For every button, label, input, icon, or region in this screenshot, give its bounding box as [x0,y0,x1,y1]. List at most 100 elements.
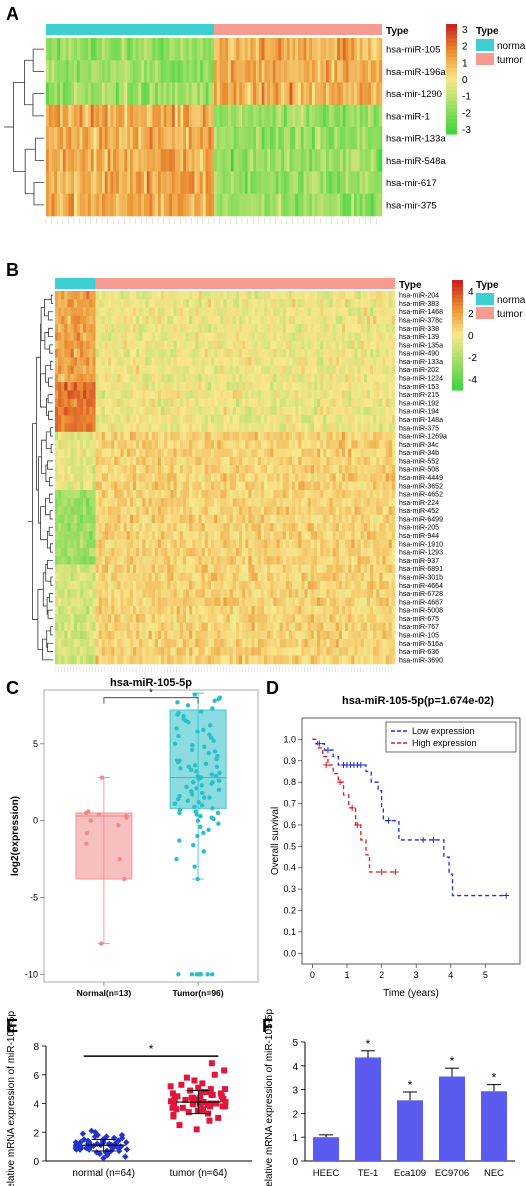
panel-b-heat-cell [83,307,87,317]
panel-b-heat-cell [148,407,152,416]
panel-b-heat-cell [245,531,249,540]
panel-b-heat-cell [214,373,218,383]
panel-b-heat-cell [354,398,358,408]
panel-a-heat-cell [345,171,349,195]
panel-b-heat-cell [204,390,209,400]
panel-a-colorbar-tick: 0 [462,75,468,86]
panel-b-heat-cell [207,581,212,590]
panel-a-heat-cell [76,149,80,172]
panel-b-heat-cell [101,365,106,375]
panel-b-heat-cell [376,498,380,507]
panel-b-heat-cell [108,448,112,458]
panel-b-heat-cell [273,407,277,416]
panel-b-heat-cell [210,581,215,590]
panel-a-heat-cell [359,60,363,83]
panel-a-heat-cell [93,60,97,83]
panel-b-heat-cell [348,556,352,565]
panel-b-heat-cell [136,324,140,333]
panel-a-heat-cell [379,171,383,195]
panel-b-heat-cell [370,556,374,565]
panel-a-heat-cell [205,60,209,83]
panel-b-heat-cell [360,489,365,499]
panel-b-heat-cell [370,365,374,375]
panel-b-heat-cell [192,531,196,540]
panel-a-heat-cell [82,82,86,106]
panel-b-heat-cell [292,382,296,391]
panel-a-heat-cell [359,38,363,61]
panel-b-heat-cell [326,448,330,458]
panel-a-heat-cell [51,82,55,106]
panel-b-heat-cell [192,547,196,557]
panel-b-heat-cell [70,473,75,482]
panel-b-heat-cell [376,506,380,516]
panel-a-heat-cell [141,104,145,128]
panel-b-heat-cell [366,514,371,524]
panel-b-heat-cell [139,473,143,482]
panel-a-heat-cell [261,38,265,61]
panel-a-heat-cell [82,193,86,217]
panel-b-heat-cell [370,531,374,540]
panel-b-heat-cell [270,307,274,317]
panel-a-heat-cell [261,127,265,150]
panel-b-heat-cell [76,431,81,441]
panel-b-heat-cell [338,506,343,516]
panel-a-heat-cell [292,82,296,106]
panel-b-heat-cell [388,299,393,308]
panel-b-heat-cell [179,581,184,590]
panel-b-heat-cell [151,357,156,366]
panel-b-heat-cell [126,448,131,458]
panel-b-heat-cell [382,349,386,358]
panel-b-heat-cell [207,556,212,565]
panel-b-heat-cell [229,506,234,516]
panel-b-heat-cell [173,523,177,532]
panel-b-heat-cell [307,407,312,416]
panel-b-heat-cell [338,531,343,540]
panel-a-heat-cell [376,149,380,172]
panel-b-heat-cell [245,523,249,532]
panel-b-heat-cell [254,481,259,491]
panel-b-heat-cell [307,489,312,499]
panel-b-heat-cell [104,324,109,333]
panel-b-heat-cell [242,398,246,408]
panel-b-heat-cell [345,523,349,532]
panel-b-heat-cell [126,332,131,342]
panel-b-heat-cell [204,514,209,524]
panel-a-dendro-branch [33,182,44,206]
panel-b-heat-cell [257,431,262,441]
panel-b-heat-cell [104,581,109,590]
panel-b-heat-cell [104,448,109,458]
panel-b-heat-cell [370,564,374,574]
panel-b-heat-cell [89,531,93,540]
panel-b-heat-cell [248,498,252,507]
panel-a-heat-cell [202,60,206,83]
panel-b-heat-cell [376,473,380,482]
panel-b-heat-cell [192,506,196,516]
panel-a-heat-cell [286,82,290,106]
panel-b-heat-cell [132,357,137,366]
panel-b-heat-cell [242,357,246,366]
panel-b-heat-cell [351,448,355,458]
panel-a-heat-cell [356,82,360,106]
panel-b-heat-cell [295,498,299,507]
panel-b-heat-cell [370,390,374,400]
panel-b-heat-cell [254,373,259,383]
panel-b-heat-cell [108,407,112,416]
panel-a-heat-cell [99,104,103,128]
panel-a-heat-cell [163,193,167,217]
panel-b-heat-cell [223,407,227,416]
panel-b-heat-cell [136,481,140,491]
panel-b-heat-cell [67,307,71,317]
panel-b-heat-cell [273,390,277,400]
panel-a-colorbar-cell [446,42,457,47]
panel-a-heat-cell [239,104,243,128]
panel-b-heat-cell [176,349,181,358]
panel-b-heat-cell [151,390,156,400]
panel-b-heat-cell [285,407,290,416]
panel-b-heat-cell [151,547,156,557]
panel-b-heat-cell [313,407,318,416]
panel-b-heat-cell [136,448,140,458]
panel-b-heat-cell [385,547,390,557]
panel-b-heat-cell [123,547,128,557]
panel-b-heat-cell [129,456,134,466]
panel-b-heat-cell [67,423,71,433]
